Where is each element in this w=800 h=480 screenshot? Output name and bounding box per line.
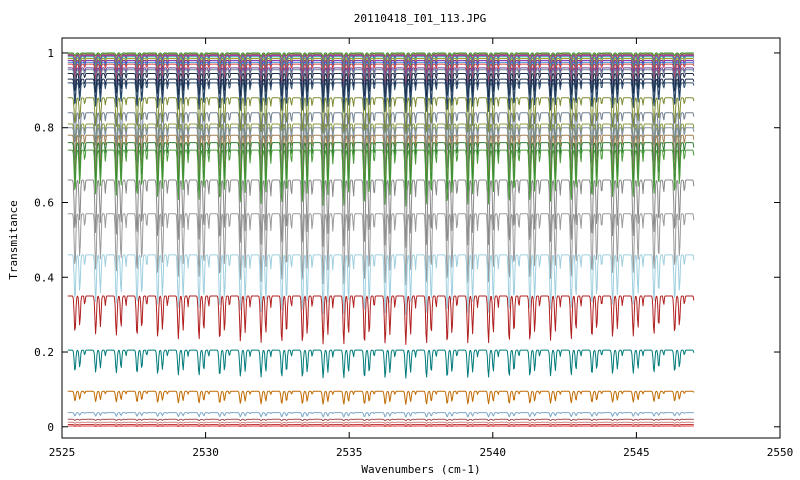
y-tick-label: 0 <box>47 421 54 434</box>
spectrum-series-line <box>67 52 695 58</box>
spectrum-series-line <box>67 349 695 379</box>
spectrum-series-line <box>67 142 695 196</box>
spectrum-series-line <box>67 254 695 316</box>
spectrum-series-line <box>67 97 695 134</box>
spectrum-series-line <box>67 134 695 185</box>
spectrum-series-line <box>67 390 695 405</box>
spectrum-series-line <box>67 59 695 76</box>
spectrum-series-line <box>67 73 695 99</box>
y-tick-label: 0.2 <box>34 346 54 359</box>
spectrum-series-line <box>67 69 695 93</box>
chart-title: 20110418_I01_113.JPG <box>354 12 486 25</box>
spectrum-series-line <box>67 421 694 424</box>
x-tick-label: 2540 <box>480 446 507 459</box>
spectrum-series-line <box>67 78 695 108</box>
spectrum-series-line <box>67 213 695 286</box>
spectrum-series-line <box>67 127 695 173</box>
x-axis: 2525 2530 2535 2540 2545 2550 <box>49 38 794 459</box>
spectrum-series-line <box>67 55 695 66</box>
spectrum-series-line <box>67 149 695 207</box>
x-tick-label: 2535 <box>336 446 363 459</box>
spectrum-series-line <box>67 418 694 422</box>
spectrum-series-line <box>67 56 695 69</box>
spectrum-series-line <box>67 179 695 248</box>
spectrum-series-line <box>67 53 695 61</box>
x-tick-label: 2545 <box>623 446 650 459</box>
spectrum-series-line <box>67 424 694 426</box>
spectrum-series-line <box>67 412 695 418</box>
spectrum-series-line <box>67 63 695 84</box>
spectrum-series-line <box>67 112 695 155</box>
y-tick-label: 0.4 <box>34 271 54 284</box>
spectrum-series-line <box>67 295 695 345</box>
series-layer <box>67 52 695 427</box>
spectrum-series-line <box>67 123 695 170</box>
y-axis-label: Transmitance <box>7 200 20 279</box>
spectrum-series-line <box>67 61 695 80</box>
y-tick-label: 0.8 <box>34 122 54 135</box>
spectrum-series-line <box>67 54 695 63</box>
y-tick-label: 1 <box>47 47 54 60</box>
y-axis: 0 0.2 0.4 0.6 0.8 1 <box>34 47 780 434</box>
spectrum-series-line <box>67 67 695 89</box>
y-tick-label: 0.6 <box>34 196 54 209</box>
x-tick-label: 2530 <box>192 446 219 459</box>
spectrum-series-line <box>67 82 695 114</box>
x-tick-label: 2550 <box>767 446 794 459</box>
plot-area <box>61 37 781 439</box>
x-axis-label: Wavenumbers (cm-1) <box>361 463 480 476</box>
x-tick-label: 2525 <box>49 446 76 459</box>
spectrum-series-line <box>67 58 695 73</box>
